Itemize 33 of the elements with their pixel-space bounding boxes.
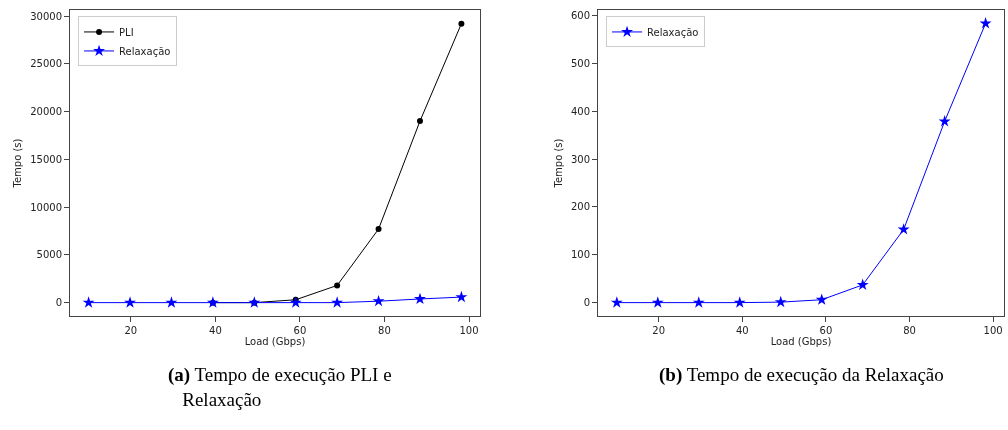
y-tick-label: 200: [570, 201, 590, 213]
x-tick-label: 20: [124, 325, 138, 336]
y-tick-label: 400: [570, 105, 590, 117]
y-tick-label: 10000: [30, 201, 62, 213]
y-tick-label: 0: [55, 297, 62, 309]
y-axis-title: Tempo (s): [552, 138, 564, 189]
x-tick-label: 100: [983, 325, 1003, 336]
y-tick-label: 20000: [30, 106, 62, 118]
legend-label: Relaxação: [119, 45, 171, 57]
x-tick-label: 60: [819, 325, 833, 336]
y-tick-label: 30000: [30, 10, 62, 22]
legend-label: Relaxação: [647, 26, 699, 38]
y-tick-label: 600: [570, 10, 590, 22]
y-tick-label: 25000: [30, 58, 62, 70]
text: (b) Tempo de execução da Relaxação: [659, 364, 944, 386]
legend-label: PLI: [119, 26, 134, 38]
y-tick-label: 15000: [30, 153, 62, 165]
x-tick-label: 20: [652, 325, 665, 336]
x-tick-label: 40: [735, 325, 749, 336]
y-tick-label: 0: [583, 297, 590, 309]
x-tick-label: 60: [293, 325, 307, 336]
y-tick-label: 300: [570, 153, 590, 165]
y-tick-label: 500: [570, 58, 590, 70]
x-axis-title: Load (Gbps): [770, 336, 832, 347]
x-tick-label: 40: [209, 325, 222, 336]
y-axis-title: Tempo (s): [12, 138, 24, 189]
text: (a) Tempo de execução PLI e Relaxação: [168, 364, 392, 410]
y-tick-label: 100: [570, 249, 590, 261]
x-tick-label: 80: [903, 325, 916, 336]
x-tick-label: 80: [378, 325, 391, 336]
y-tick-label: 5000: [36, 249, 62, 261]
x-tick-label: 100: [459, 325, 479, 336]
x-axis-title: Load (Gbps): [244, 336, 306, 347]
